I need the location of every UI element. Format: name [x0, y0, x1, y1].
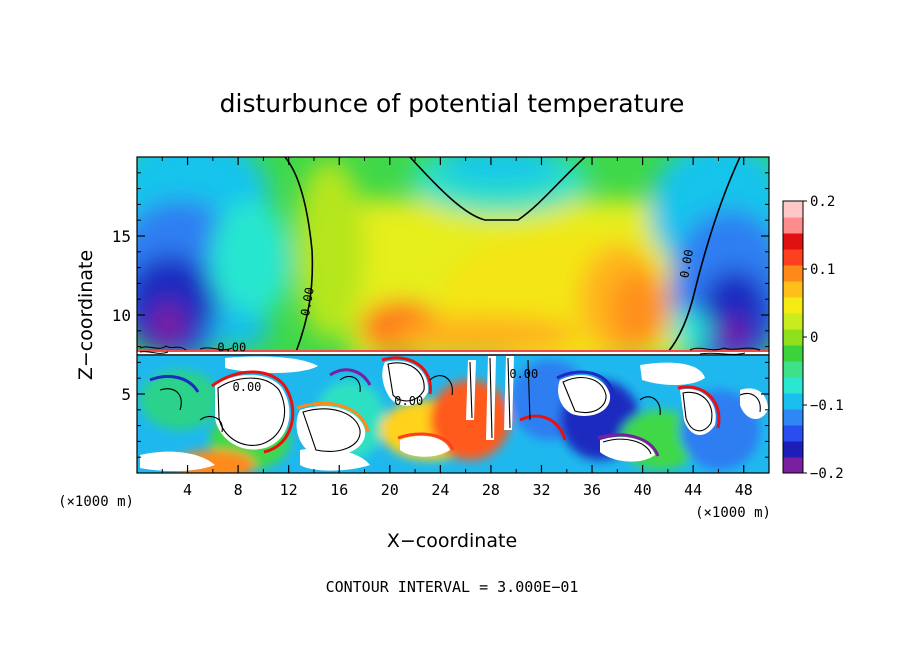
contour-label: 0.00	[217, 340, 246, 354]
contour-label: 0.00	[233, 380, 262, 394]
y-tick-label: 10	[112, 306, 131, 325]
colorbar-segment	[783, 361, 803, 378]
x-axis-unit-right: (×1000 m)	[695, 505, 771, 521]
contour-labels: 0.00 0.00 0.00 0.00 0.00 0.00	[217, 248, 696, 408]
colorbar-segment	[783, 233, 803, 250]
colorbar-tick-label: 0.2	[810, 194, 835, 210]
y-tick-label: 5	[121, 385, 131, 404]
y-axis: 5 10 15	[112, 172, 769, 458]
contour-label: 0.00	[298, 286, 317, 317]
colorbar-segment	[783, 217, 803, 234]
colorbar-tick-label: −0.2	[810, 466, 844, 482]
x-tick-label: 12	[280, 481, 298, 499]
lower-field	[137, 352, 769, 473]
x-tick-label: 28	[482, 481, 500, 499]
colorbar-segment	[783, 441, 803, 458]
upper-field	[137, 157, 769, 353]
x-tick-label: 24	[431, 481, 449, 499]
colorbar-segment	[783, 201, 803, 218]
contour-label: 0.00	[509, 367, 538, 381]
colorbar-segment	[783, 457, 803, 474]
colorbar-ticks: 0.2 0.1 0 −0.1 −0.2	[803, 194, 844, 482]
colorbar-segment	[783, 281, 803, 298]
x-tick-label: 32	[532, 481, 550, 499]
x-tick-label: 40	[634, 481, 652, 499]
x-tick-label: 44	[684, 481, 702, 499]
contour-label: 0.00	[394, 394, 423, 408]
colorbar-segment	[783, 377, 803, 394]
x-tick-label: 8	[234, 481, 243, 499]
y-tick-label: 15	[112, 227, 131, 246]
contour-label: 0.00	[677, 248, 696, 279]
colorbar	[782, 200, 804, 474]
chart-title: disturbunce of potential temperature	[220, 89, 685, 118]
colorbar-tick-label: 0.1	[810, 262, 835, 278]
colorbar-segment	[783, 345, 803, 362]
x-axis-label: X−coordinate	[387, 530, 517, 552]
x-tick-label: 16	[330, 481, 348, 499]
x-tick-label: 48	[735, 481, 753, 499]
contour-interval-note: CONTOUR INTERVAL = 3.000E−01	[326, 578, 579, 596]
y-axis-label: Z−coordinate	[75, 250, 97, 380]
colorbar-segment	[783, 297, 803, 314]
colorbar-segment	[783, 265, 803, 282]
colorbar-segment	[783, 425, 803, 442]
colorbar-segment	[783, 409, 803, 426]
colorbar-tick-label: 0	[810, 330, 818, 346]
x-tick-label: 20	[381, 481, 399, 499]
colorbar-segment	[783, 249, 803, 266]
x-axis-unit-left: (×1000 m)	[58, 494, 134, 510]
x-tick-label: 4	[183, 481, 192, 499]
x-axis: 4 8 12 16 20 24 28 32 36 40 44 48	[161, 157, 753, 499]
interface-band	[137, 345, 769, 356]
colorbar-tick-label: −0.1	[810, 398, 844, 414]
x-tick-label: 36	[583, 481, 601, 499]
colorbar-segment	[783, 393, 803, 410]
colorbar-segment	[783, 313, 803, 330]
colorbar-segment	[783, 329, 803, 346]
